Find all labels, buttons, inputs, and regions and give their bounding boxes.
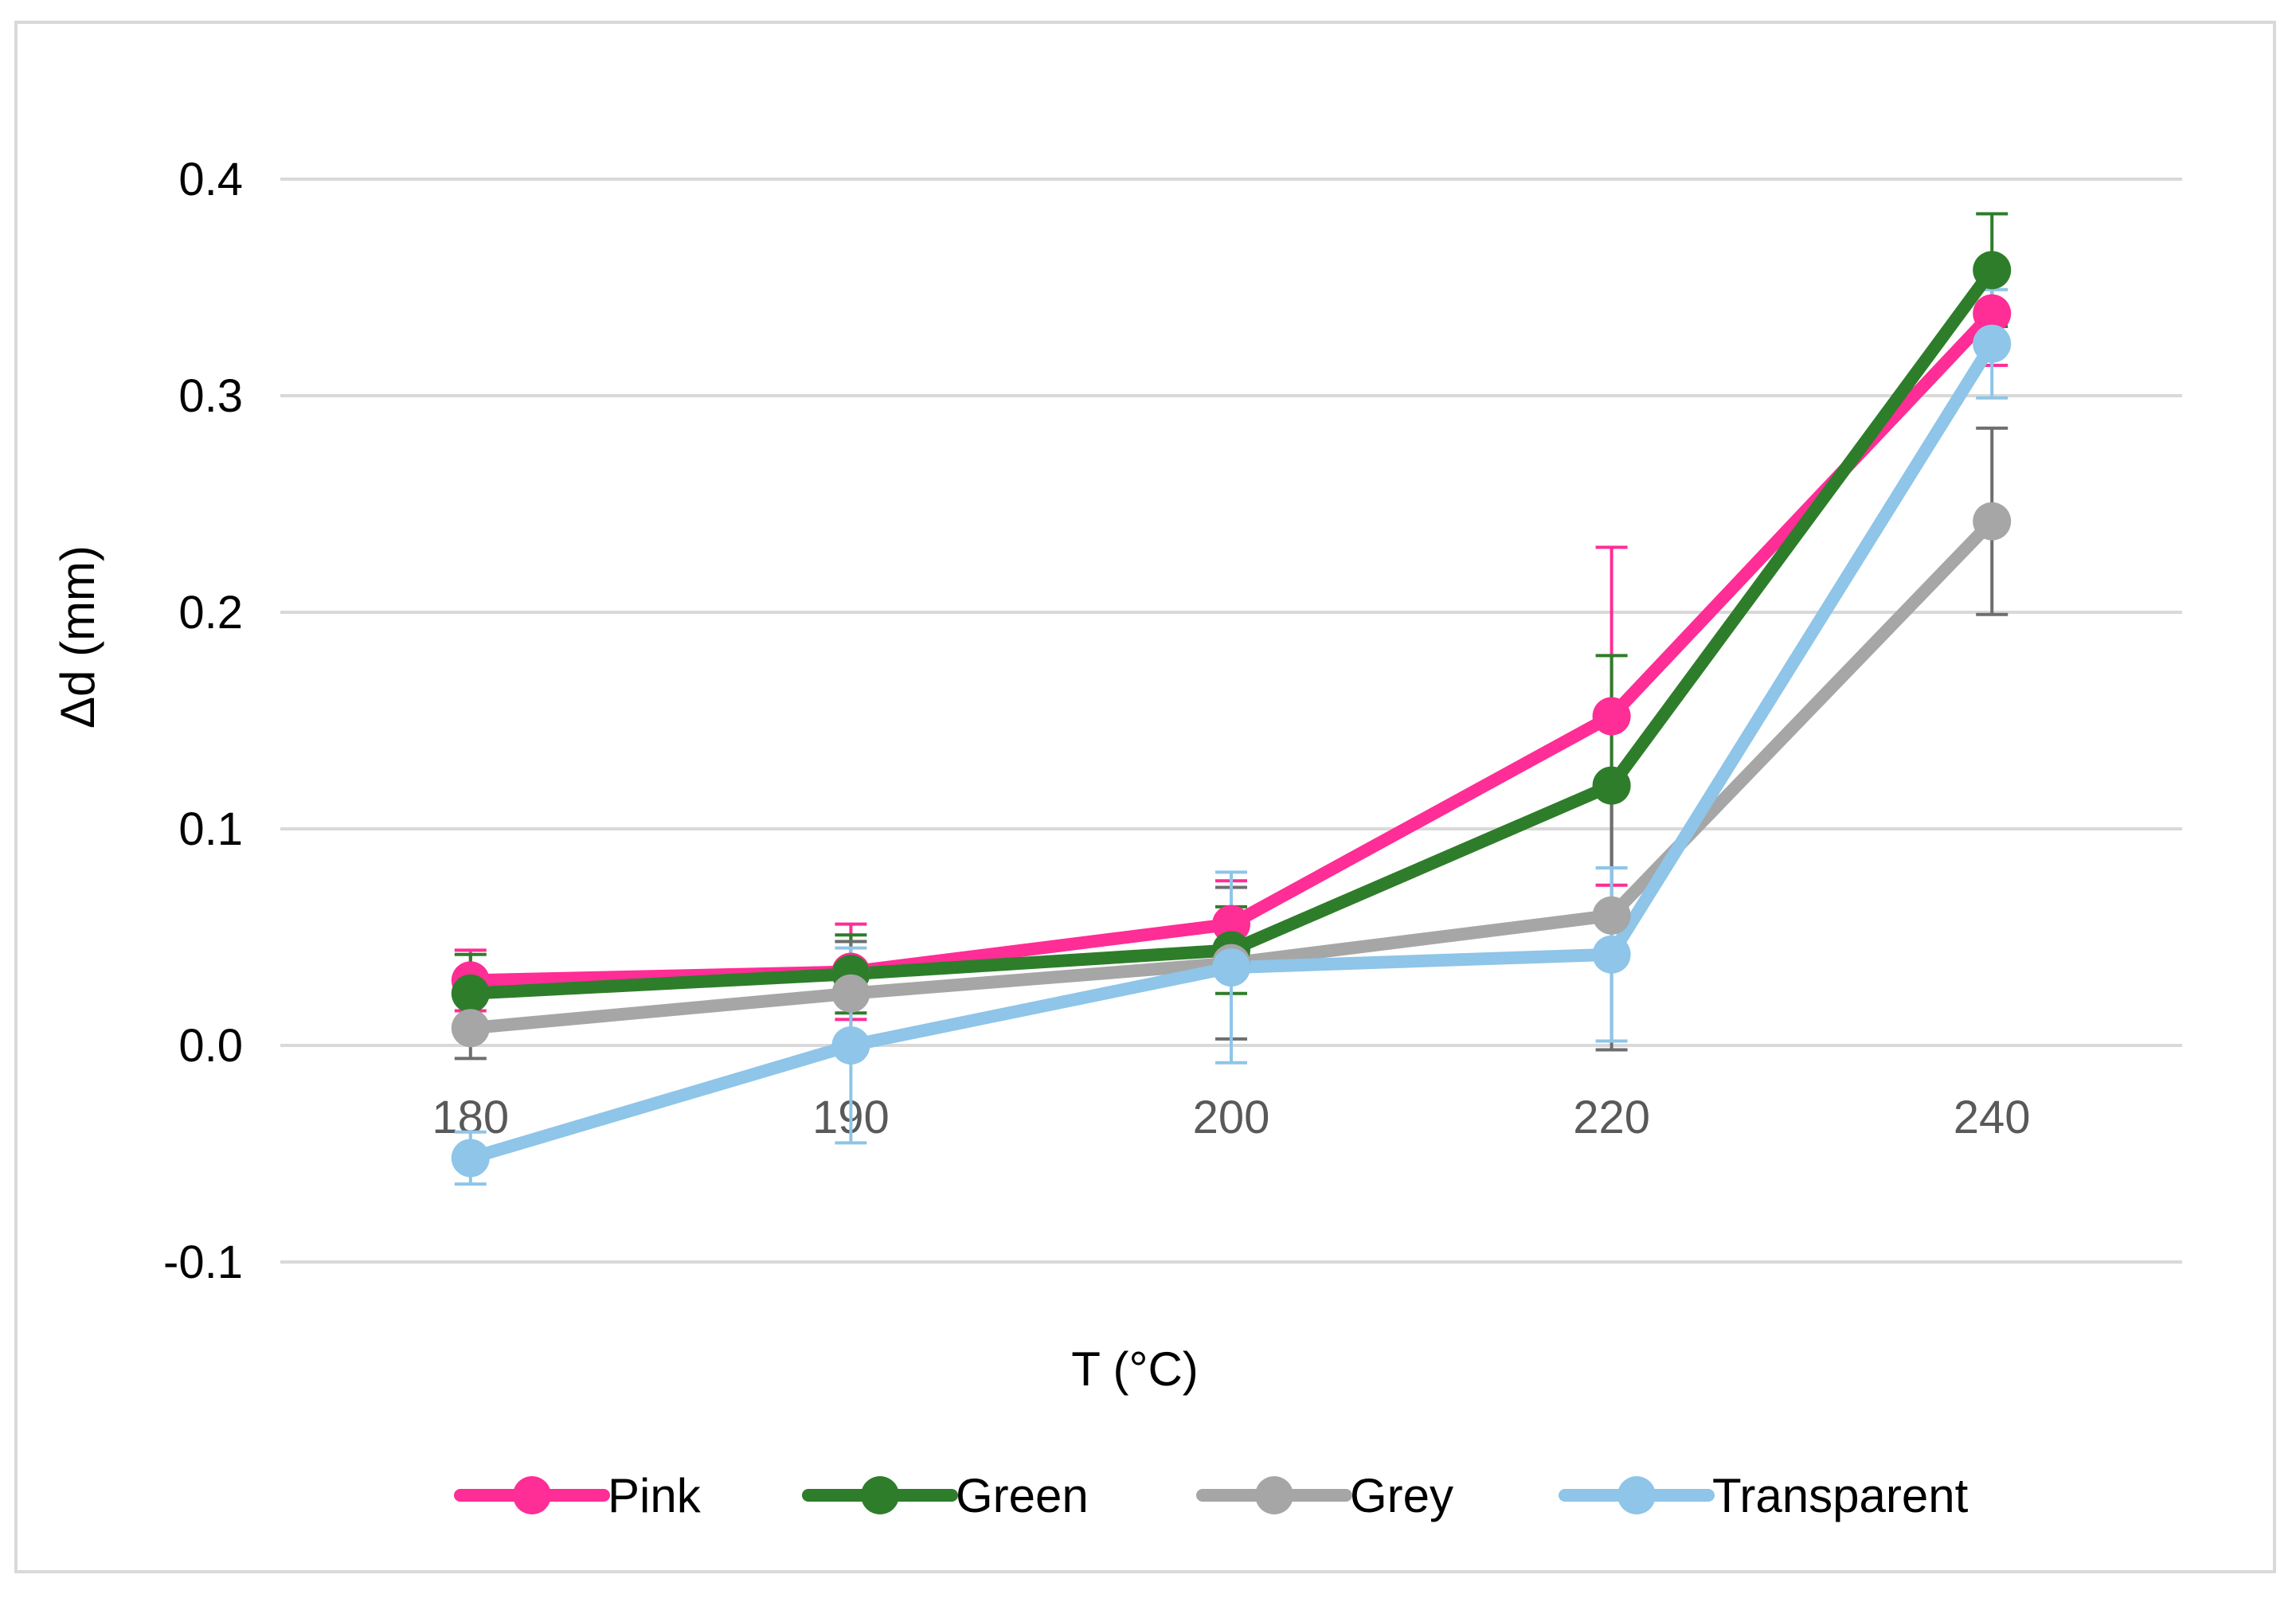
legend-label-pink: Pink [608,1469,702,1522]
x-tick-label: 200 [1193,1092,1270,1143]
legend-marker-grey [1255,1476,1293,1514]
legend-marker-pink [513,1476,551,1514]
legend-label-green: Green [956,1469,1089,1522]
data-point-pink [1973,294,2012,333]
data-point-grey [1592,896,1631,935]
data-point-grey [1973,502,2012,541]
data-point-transparent [1212,948,1250,987]
legend-item-green: Green [802,1469,1089,1522]
data-point-green [1592,766,1631,805]
y-tick-label: -0.1 [163,1237,243,1288]
legend-label-grey: Grey [1350,1469,1453,1522]
legend-label-transparent: Transparent [1712,1469,1969,1522]
legend: Pink Green Grey Transparent [454,1469,1969,1522]
data-point-grey [831,974,870,1013]
data-point-transparent [1973,324,2012,363]
legend-item-pink: Pink [454,1469,702,1522]
data-point-green [451,974,490,1013]
x-tick-label: 220 [1573,1092,1650,1143]
data-point-transparent [1592,935,1631,974]
gridlines [280,178,2182,1264]
data-point-transparent [451,1139,490,1178]
y-axis-tick-labels: -0.1 0.0 0.1 0.2 0.3 0.4 [163,154,243,1288]
y-axis-title: Δd (mm) [51,545,104,729]
y-tick-label: 0.3 [178,370,243,422]
chart-frame [14,21,2276,1573]
legend-marker-green [861,1476,899,1514]
legend-item-transparent: Transparent [1559,1469,1969,1522]
x-tick-label: 240 [1954,1092,2031,1143]
data-point-pink [1592,697,1631,736]
legend-item-grey: Grey [1196,1469,1453,1522]
data-point-grey [451,1009,490,1048]
data-point-transparent [831,1026,870,1065]
data-point-green [1973,251,2012,290]
y-tick-label: 0.4 [178,154,243,205]
y-tick-label: 0.0 [178,1020,243,1072]
y-tick-label: 0.1 [178,803,243,855]
legend-marker-transparent [1617,1476,1656,1514]
x-axis-title: T (°C) [1071,1342,1199,1396]
series-markers [451,251,2012,1178]
y-tick-label: 0.2 [178,587,243,639]
x-axis-tick-labels: 180 190 200 220 240 [432,1092,2030,1143]
